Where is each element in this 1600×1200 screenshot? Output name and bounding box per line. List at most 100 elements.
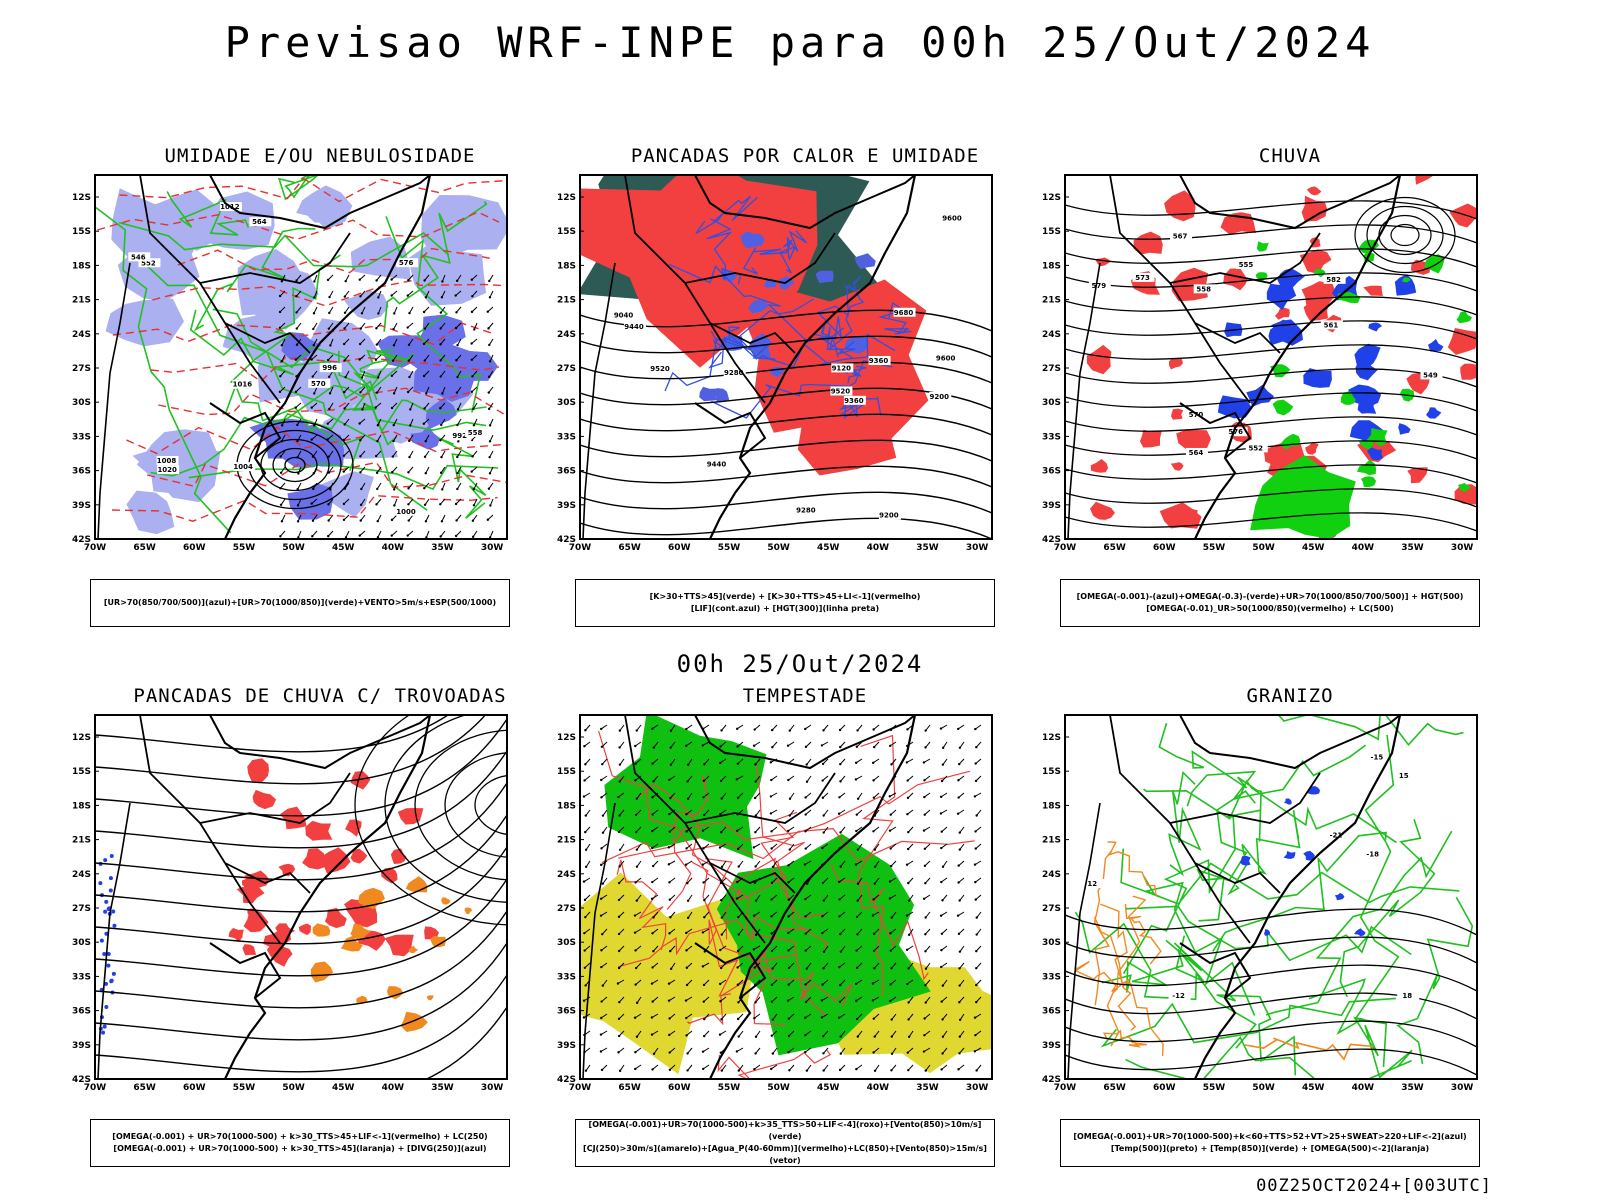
wind-vector-head <box>407 519 410 522</box>
wind-vector-head <box>685 966 689 969</box>
wind-vector-head <box>392 327 395 331</box>
contour-line <box>580 491 992 514</box>
wind-vector-head <box>600 1068 604 1072</box>
wind-vector-head <box>651 796 654 799</box>
wind-vector-head <box>975 916 978 919</box>
wind-vector-head <box>888 744 892 748</box>
wind-vector-head <box>922 1050 926 1053</box>
contour-line <box>830 863 929 981</box>
wind-vector-head <box>718 982 722 986</box>
wind-vector-head <box>684 863 688 866</box>
wind-vector-head <box>311 375 314 378</box>
wind-vector-head <box>652 1052 656 1055</box>
wind-vector-head <box>311 519 315 522</box>
map-frame <box>94 174 508 540</box>
wind-vector-head <box>907 933 911 937</box>
data-region <box>1176 429 1211 453</box>
wind-vector-head <box>617 949 621 953</box>
wind-vector-head <box>958 899 961 902</box>
wind-vector-head <box>392 423 395 427</box>
andes-border <box>97 262 131 539</box>
wind-vector-head <box>855 829 858 833</box>
country-border <box>209 942 282 999</box>
wind-vector-head <box>752 744 756 747</box>
wind-vector-head <box>701 863 705 866</box>
lon-tick-label: 55W <box>233 1083 256 1093</box>
wind-vector-head <box>618 848 622 852</box>
map-area: 9680 9600 9520 9440 9360 9280 9200 9120 9040 9600… <box>535 173 1035 568</box>
country-border <box>694 715 916 770</box>
wind-vector-head <box>907 830 910 834</box>
data-region <box>241 875 259 888</box>
wind-vector-head <box>294 406 297 409</box>
coastline <box>709 715 917 1079</box>
data-region <box>1266 283 1297 311</box>
lat-tick-label: 15S <box>557 227 576 237</box>
lat-tick-label: 15S <box>72 767 91 777</box>
contour-line <box>1212 831 1387 952</box>
state-border <box>1194 322 1281 354</box>
contour-line <box>1065 200 1477 220</box>
wind-vector-head <box>940 1068 943 1071</box>
wind-vector-head <box>958 831 961 834</box>
data-region <box>420 195 507 262</box>
wind-vector-head <box>297 472 300 475</box>
streamline <box>424 1006 507 1079</box>
contour-line <box>1065 344 1477 364</box>
streamline <box>95 715 449 753</box>
wind-vector-head <box>890 1035 893 1038</box>
contour-label-bg <box>249 217 272 227</box>
panel-rain: CHUVA 582 579 576 573 570 567 564 561 558 555 552 5… <box>1020 145 1520 627</box>
wind-vector-head <box>720 797 723 800</box>
wind-vector-head <box>975 814 978 817</box>
wind-vector-head <box>720 729 723 732</box>
lon-tick-label: 40W <box>867 1083 890 1093</box>
panel-hail: GRANIZO -12 -15 -18 -21 12 15 18 12S 15S 18S 21S 24… <box>1020 685 1520 1167</box>
wind-vector-head <box>600 949 603 952</box>
contour-line <box>747 934 853 1007</box>
data-region <box>1240 855 1251 866</box>
contour-line <box>717 1049 832 1079</box>
lat-tick-label: 21S <box>1042 836 1061 846</box>
wind-vector-head <box>326 358 330 362</box>
wind-vector-head <box>583 779 586 782</box>
wind-vector-head <box>770 932 773 935</box>
wind-vector-head <box>634 1050 637 1054</box>
data-region <box>1367 447 1383 461</box>
wind-vector-head <box>583 931 586 935</box>
contour-line <box>212 308 487 431</box>
lon-tick-label: 55W <box>718 543 741 553</box>
wind-vector-head <box>327 375 331 379</box>
contour-label-bg <box>941 213 964 223</box>
wind-vector-head <box>975 1069 978 1072</box>
wind-vector-head <box>820 999 824 1002</box>
wind-vector-head <box>787 966 791 970</box>
wind-vector-head <box>583 898 587 902</box>
contour-line <box>616 859 667 951</box>
wind-vector-head <box>820 1016 824 1019</box>
map-frame <box>1064 174 1478 540</box>
state-border <box>224 862 311 894</box>
contour-label: 9440 <box>707 460 727 468</box>
contour-label-bg <box>706 459 729 469</box>
wind-vector-head <box>856 848 860 851</box>
lon-tick-label: 30W <box>481 543 504 553</box>
data-region <box>1363 285 1383 296</box>
wind-vector-head <box>686 1069 689 1072</box>
data-point <box>98 881 103 886</box>
wind-vector-head <box>975 1000 978 1004</box>
wind-vector-head <box>407 359 411 362</box>
data-region <box>194 191 275 250</box>
contour-line <box>1265 830 1453 1016</box>
map-layer <box>95 715 507 1079</box>
lat-tick-label: 39S <box>1042 1041 1061 1051</box>
streamline <box>95 942 507 1041</box>
lon-tick-label: 50W <box>767 1083 790 1093</box>
wind-vector-head <box>719 948 722 952</box>
wind-vector-head <box>651 846 654 850</box>
lon-tick-label: 40W <box>1352 543 1375 553</box>
wind-vector-head <box>472 407 475 411</box>
contour-line <box>272 447 318 483</box>
wind-vector-head <box>488 279 491 283</box>
wind-vector-head <box>701 744 705 747</box>
